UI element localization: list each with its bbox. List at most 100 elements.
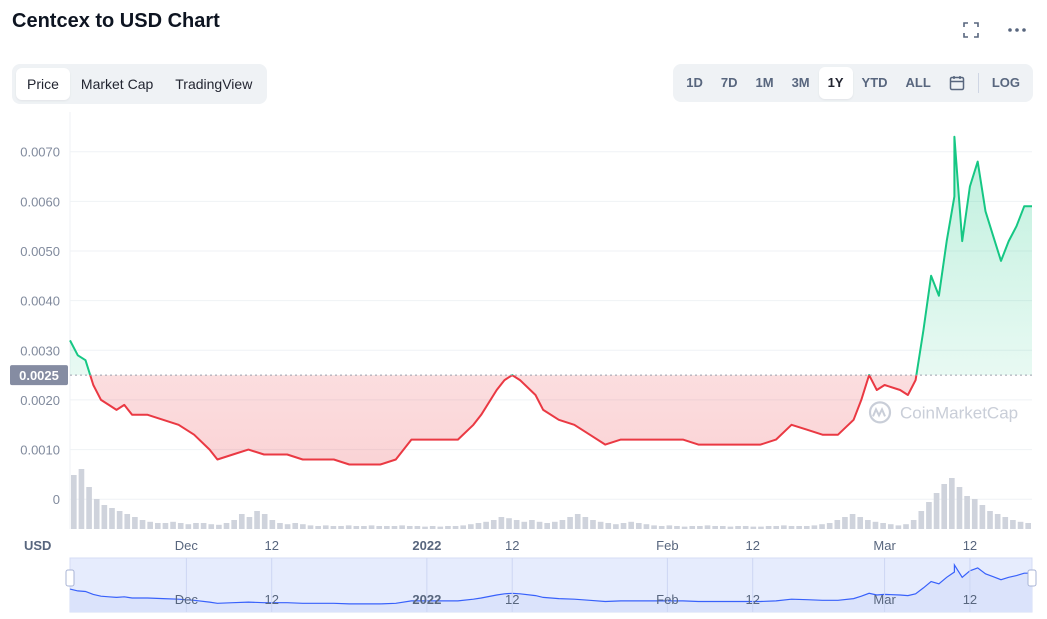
x-tick-label: 12 xyxy=(963,538,977,553)
volume-bar xyxy=(933,493,940,529)
navigator-handle-right[interactable] xyxy=(1027,569,1037,587)
volume-bar xyxy=(116,511,123,529)
volume-bar xyxy=(93,499,100,529)
volume-bar xyxy=(872,521,879,529)
volume-bar xyxy=(315,526,321,529)
baseline-tag xyxy=(10,365,68,386)
volume-bar xyxy=(124,514,131,529)
volume-bar xyxy=(781,525,787,529)
volume-bar xyxy=(437,526,444,529)
range-all[interactable]: ALL xyxy=(905,75,931,90)
volume-bar xyxy=(429,526,436,529)
navigator-area xyxy=(70,564,1032,612)
volume-bar xyxy=(406,526,413,529)
volume-bar xyxy=(895,525,902,529)
volume-bar xyxy=(513,520,520,529)
volume-bar xyxy=(368,525,375,529)
y-tick-label: 0.0040 xyxy=(20,294,60,309)
volume-bar xyxy=(971,499,978,529)
volume-bar xyxy=(345,525,352,529)
volume-bar xyxy=(635,523,642,529)
volume-bar xyxy=(819,524,825,529)
volume-bar xyxy=(704,525,711,529)
volume-bar xyxy=(261,514,268,529)
volume-bar xyxy=(956,487,963,529)
volume-bar xyxy=(803,526,810,529)
volume-bar xyxy=(223,523,230,529)
volume-bar xyxy=(544,523,550,529)
volume-bar xyxy=(826,523,833,529)
tab-market-cap[interactable]: Market Cap xyxy=(80,76,154,92)
volume-bar xyxy=(620,523,627,529)
baseline: 0.0025 xyxy=(10,365,1032,386)
y-tick-label: 0.0020 xyxy=(20,393,60,408)
volume-bar xyxy=(193,523,199,529)
tab-price[interactable]: Price xyxy=(16,68,70,100)
volume-bar xyxy=(628,521,634,529)
range-selector: 1D 7D 1M 3M 1Y YTD ALL LOG xyxy=(673,64,1033,102)
y-tick-label: 0 xyxy=(53,492,60,507)
range-ytd[interactable]: YTD xyxy=(861,75,888,90)
price-line-up xyxy=(69,135,1032,376)
x-tick-label: 12 xyxy=(745,538,759,553)
range-navigator[interactable]: Dec 12 2022 12 Feb 12 Mar 12 xyxy=(65,557,1037,613)
range-3m[interactable]: 3M xyxy=(791,75,810,90)
volume-bar xyxy=(86,487,92,529)
volume-bar xyxy=(483,521,489,529)
tab-tradingview[interactable]: TradingView xyxy=(175,76,253,92)
area-fill-up xyxy=(70,136,1032,376)
volume-bar xyxy=(742,526,749,529)
volume-bar xyxy=(811,525,818,529)
more-dots-icon[interactable] xyxy=(1005,18,1029,42)
range-1d[interactable]: 1D xyxy=(686,75,703,90)
volume-bar xyxy=(681,526,688,529)
volume-bar xyxy=(391,526,398,529)
volume-bar xyxy=(559,520,566,529)
volume-bar xyxy=(101,505,108,529)
range-7d[interactable]: 7D xyxy=(720,75,738,90)
volume-bar xyxy=(307,525,314,529)
volume-bar xyxy=(529,520,535,529)
navigator-line xyxy=(69,562,1032,605)
volume-bar xyxy=(475,523,482,529)
volume-bar xyxy=(468,524,474,529)
volume-bar xyxy=(903,524,909,529)
volume-bar xyxy=(216,524,222,529)
volume-bar xyxy=(330,526,337,529)
volume-bar xyxy=(139,520,146,529)
volume-bar xyxy=(849,514,856,529)
volume-bar xyxy=(987,511,993,529)
navigator-tick-label: 2022 xyxy=(412,592,441,607)
expand-icon[interactable] xyxy=(959,18,983,42)
volume-bar xyxy=(697,526,703,529)
chart-type-tabs: Price Market Cap TradingView xyxy=(12,64,268,104)
volume-bar xyxy=(521,521,528,529)
price-chart[interactable]: 0.0070 0.0060 0.0050 0.0040 0.0030 0.0020 0.00… xyxy=(0,112,1047,619)
volume-bar xyxy=(185,524,192,529)
coinmarketcap-logo-icon xyxy=(868,401,892,424)
volume-bar xyxy=(361,526,367,529)
volume-bar xyxy=(322,525,329,529)
volume-bar xyxy=(880,523,886,529)
range-1y[interactable]: 1Y xyxy=(818,67,853,99)
volume-bar xyxy=(719,526,726,529)
grid-lines xyxy=(69,112,1032,529)
volume-bar xyxy=(269,520,276,529)
volume-bar xyxy=(246,517,253,529)
log-toggle[interactable]: LOG xyxy=(991,75,1020,90)
volume-bar xyxy=(605,523,612,529)
volume-bar xyxy=(399,525,405,529)
calendar-icon[interactable] xyxy=(940,67,974,99)
currency-label: USD xyxy=(24,538,51,553)
page-title: Centcex to USD Chart xyxy=(12,10,220,32)
volume-bar xyxy=(1002,517,1009,529)
navigator-handle-left[interactable] xyxy=(65,569,75,587)
x-tick-label: 2022 xyxy=(412,538,441,553)
volume-bar xyxy=(170,521,176,529)
range-1m[interactable]: 1M xyxy=(755,75,774,90)
volume-bar xyxy=(445,526,451,529)
price-line-down xyxy=(89,375,918,466)
volume-bar xyxy=(590,520,596,529)
volume-bar xyxy=(231,520,237,529)
y-tick-label: 0.0050 xyxy=(20,244,60,259)
